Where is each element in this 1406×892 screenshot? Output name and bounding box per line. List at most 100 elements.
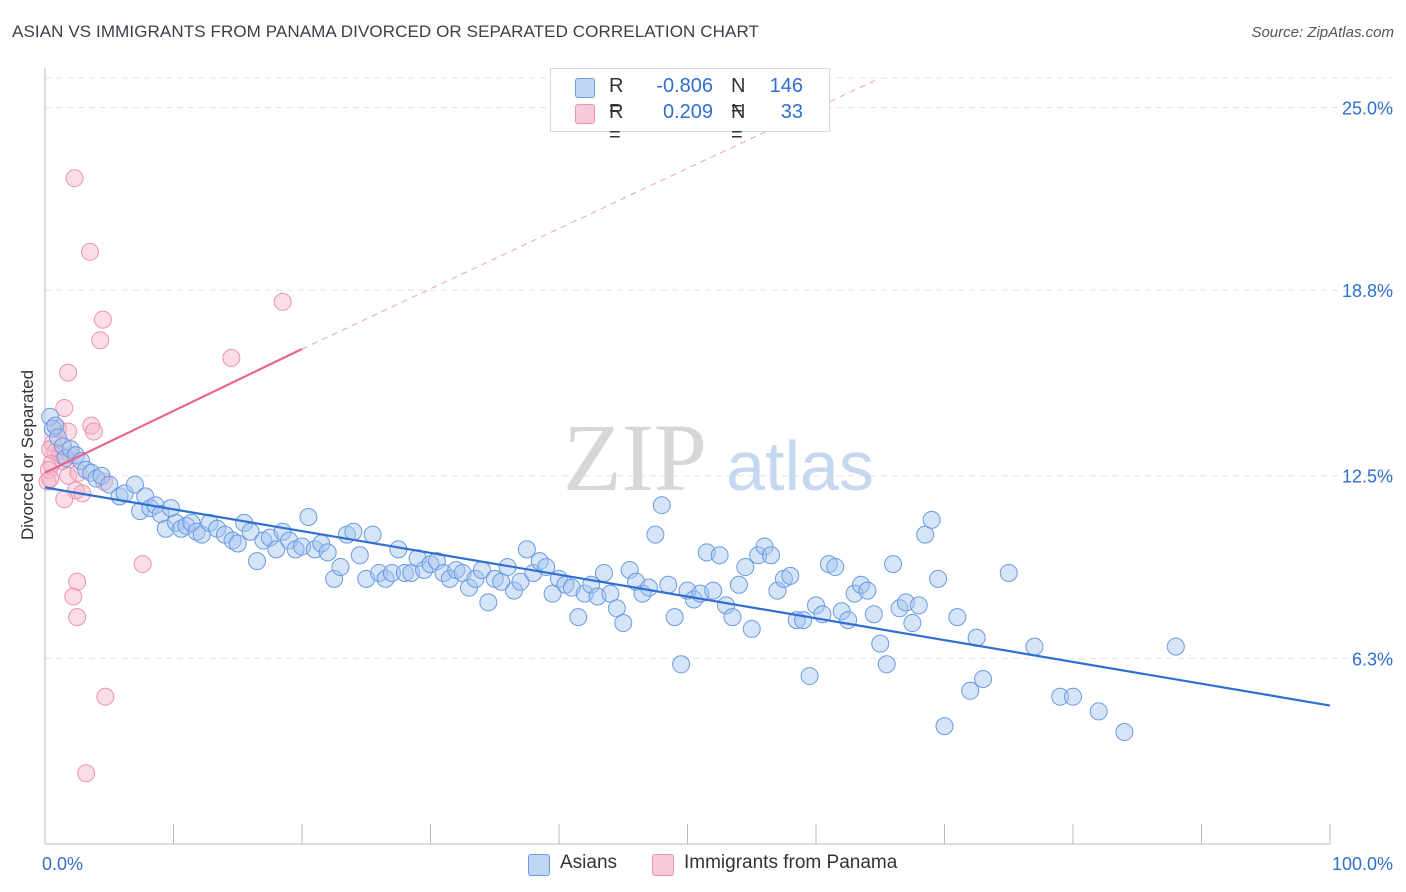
data-point	[80, 242, 99, 261]
legend-n-label: N =	[731, 101, 746, 146]
y-axis-label: Divorced or Separated	[18, 369, 37, 541]
watermark-zip: ZIP	[563, 404, 707, 511]
grid-lines	[45, 77, 1395, 659]
data-point	[646, 525, 665, 544]
data-point	[55, 490, 74, 509]
data-point	[620, 561, 639, 580]
data-point	[762, 546, 781, 565]
data-point	[1166, 637, 1185, 656]
data-point	[832, 602, 851, 621]
y-tick-label: 18.8%	[1342, 281, 1393, 301]
panama-trend-line	[44, 348, 303, 474]
data-point	[781, 566, 800, 585]
data-point	[826, 558, 845, 577]
data-point	[1051, 687, 1070, 706]
data-point	[248, 552, 267, 571]
data-point	[729, 575, 748, 594]
bottom-legend-label: Asians	[560, 852, 618, 873]
data-point	[460, 578, 479, 597]
data-point	[659, 575, 678, 594]
data-point	[182, 513, 201, 532]
data-point	[505, 581, 524, 600]
data-point	[877, 655, 896, 674]
data-point	[382, 563, 401, 582]
data-point	[427, 552, 446, 571]
data-point	[41, 407, 60, 426]
legend-n-value: 146	[769, 75, 803, 97]
asian-points	[41, 407, 1185, 742]
data-point	[96, 687, 115, 706]
data-point	[61, 440, 80, 459]
data-point	[350, 546, 369, 565]
data-point	[517, 540, 536, 559]
data-point	[38, 472, 57, 491]
bottom-legend-swatch-blue	[528, 854, 550, 876]
data-point	[466, 569, 485, 588]
data-point	[59, 363, 78, 382]
data-point	[363, 525, 382, 544]
data-point	[65, 169, 84, 188]
data-point	[871, 634, 890, 653]
legend-r-value: -0.806	[656, 75, 713, 97]
data-point	[665, 608, 684, 627]
data-point	[41, 469, 60, 488]
watermark: ZIP atlas	[563, 404, 874, 511]
data-point	[935, 717, 954, 736]
data-point	[48, 428, 67, 447]
data-point	[299, 507, 318, 526]
data-point	[723, 608, 742, 627]
data-point	[614, 614, 633, 633]
data-point	[639, 578, 658, 597]
legend-n-label: N =	[731, 75, 746, 120]
data-point	[903, 614, 922, 633]
correlation-legend: R = -0.806 N = 146 R = 0.209 N = 33	[550, 68, 830, 146]
data-point	[273, 292, 292, 311]
data-point	[55, 398, 74, 417]
data-point	[325, 569, 344, 588]
y-tick-labels: 6.3% 12.5% 18.8% 25.0%	[1342, 98, 1393, 669]
source-label: Source: ZipAtlas.com	[1251, 24, 1394, 41]
data-point	[569, 608, 588, 627]
data-point	[64, 587, 83, 606]
data-point	[344, 522, 363, 541]
data-point	[710, 546, 729, 565]
x-tick-label: 100.0%	[1332, 854, 1393, 874]
chart-title: ASIAN VS IMMIGRANTS FROM PANAMA DIVORCED…	[12, 22, 760, 41]
data-point	[999, 563, 1018, 582]
data-point	[172, 519, 191, 538]
data-point	[59, 466, 78, 485]
legend-n-value: 33	[780, 101, 803, 123]
y-tick-label: 12.5%	[1342, 467, 1393, 487]
watermark-atlas: atlas	[726, 427, 874, 505]
bottom-legend-label: Immigrants from Panama	[684, 852, 898, 873]
legend-r-label: R =	[609, 101, 624, 146]
data-point	[948, 608, 967, 627]
data-point	[331, 558, 350, 577]
data-point	[974, 670, 993, 689]
legend-r-value: 0.209	[662, 101, 713, 123]
data-point	[318, 543, 337, 562]
data-point	[864, 605, 883, 624]
bottom-legend-swatch-pink	[652, 854, 674, 876]
legend-swatch-blue	[575, 78, 595, 98]
data-point	[77, 764, 96, 783]
data-point	[742, 619, 761, 638]
data-point	[755, 537, 774, 556]
data-point	[479, 593, 498, 612]
data-point	[156, 519, 175, 538]
data-point	[929, 569, 948, 588]
data-point	[749, 546, 768, 565]
data-point	[800, 667, 819, 686]
data-point	[187, 522, 206, 541]
data-point	[1025, 637, 1044, 656]
data-point	[43, 419, 62, 438]
data-point	[228, 534, 247, 553]
data-point	[652, 496, 671, 515]
data-point	[839, 611, 858, 630]
data-point	[1115, 723, 1134, 742]
data-point	[922, 510, 941, 529]
legend-swatch-pink	[575, 104, 595, 124]
data-point	[395, 563, 414, 582]
data-point	[84, 422, 103, 441]
